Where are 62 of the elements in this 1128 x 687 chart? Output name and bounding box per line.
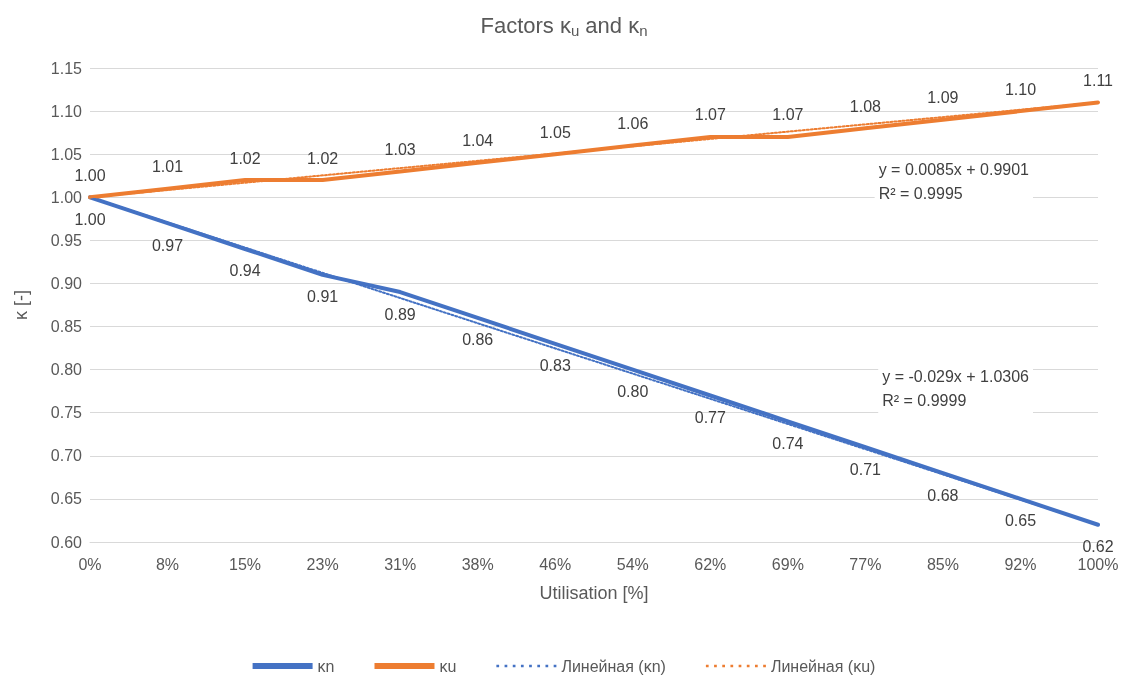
x-tick-label: 38% <box>461 555 494 573</box>
data-label: 0.83 <box>539 357 571 375</box>
y-tick-label: 0.70 <box>50 447 83 465</box>
data-label: 1.04 <box>462 132 494 150</box>
x-tick-label: 92% <box>1004 555 1037 573</box>
data-label: 1.02 <box>229 149 261 167</box>
annotation: y = -0.029x + 1.0306 R² = 0.9999 <box>882 367 1030 409</box>
data-label: 0.91 <box>307 288 339 306</box>
data-label: 0.77 <box>694 408 726 426</box>
data-label: 1.02 <box>307 149 339 167</box>
data-label: 0.86 <box>462 331 494 349</box>
x-tick-label: 8% <box>155 555 180 573</box>
data-label: 1.07 <box>772 106 804 124</box>
y-tick-label: 1.05 <box>50 145 83 163</box>
y-tick-label: 0.85 <box>50 318 83 336</box>
data-label: 0.74 <box>772 434 804 452</box>
data-label: 0.97 <box>151 236 184 254</box>
x-tick-label: 54% <box>616 555 649 573</box>
y-tick-label: 0.60 <box>50 533 83 551</box>
y-tick-label: 0.75 <box>50 404 83 422</box>
data-label: 0.94 <box>229 262 261 280</box>
annotation: y = 0.0085x + 0.9901 R² = 0.9995 <box>878 160 1030 202</box>
data-label: 0.65 <box>1004 512 1037 530</box>
y-tick-label: 0.95 <box>50 231 83 249</box>
data-label: 0.71 <box>849 460 882 478</box>
data-label: 1.07 <box>694 106 726 124</box>
x-tick-label: 0% <box>78 555 102 573</box>
data-label: 1.00 <box>74 166 106 184</box>
y-tick-label: 0.65 <box>50 490 83 508</box>
x-tick-label: 69% <box>771 555 804 573</box>
x-tick-label: 46% <box>539 555 572 573</box>
y-tick-label: 1.10 <box>50 102 83 120</box>
x-tick-label: 31% <box>384 555 417 573</box>
y-tick-label: 1.00 <box>50 188 83 206</box>
legend-label: Линейная (κn) <box>561 657 666 675</box>
y-axis-title: κ [-] <box>11 290 31 320</box>
x-tick-label: 15% <box>229 555 262 573</box>
x-tick-label: 77% <box>849 555 882 573</box>
data-label: 0.89 <box>384 305 416 323</box>
data-label: 1.11 <box>1083 71 1114 89</box>
data-label: 1.10 <box>1004 80 1037 98</box>
data-label: 1.08 <box>849 97 882 115</box>
data-label: 1.00 <box>74 210 106 228</box>
data-label: 0.80 <box>617 383 649 401</box>
x-tick-label: 85% <box>926 555 959 573</box>
legend-label: κn <box>317 657 335 675</box>
data-label: 1.05 <box>539 123 571 141</box>
x-tick-label: 100% <box>1077 555 1119 573</box>
data-label: 0.62 <box>1082 538 1114 556</box>
data-label: 1.06 <box>617 115 649 133</box>
legend-label: κu <box>439 657 457 675</box>
data-label: 1.09 <box>927 89 959 107</box>
y-tick-label: 1.15 <box>50 59 83 77</box>
x-tick-label: 62% <box>694 555 727 573</box>
data-label: 0.68 <box>927 486 959 504</box>
y-tick-label: 0.80 <box>50 361 83 379</box>
data-label: 1.01 <box>151 158 184 176</box>
legend-label: Линейная (κu) <box>770 657 876 675</box>
y-tick-label: 0.90 <box>50 274 83 292</box>
x-axis-title: Utilisation [%] <box>539 583 649 603</box>
x-tick-label: 23% <box>306 555 339 573</box>
data-label: 1.03 <box>384 140 416 158</box>
